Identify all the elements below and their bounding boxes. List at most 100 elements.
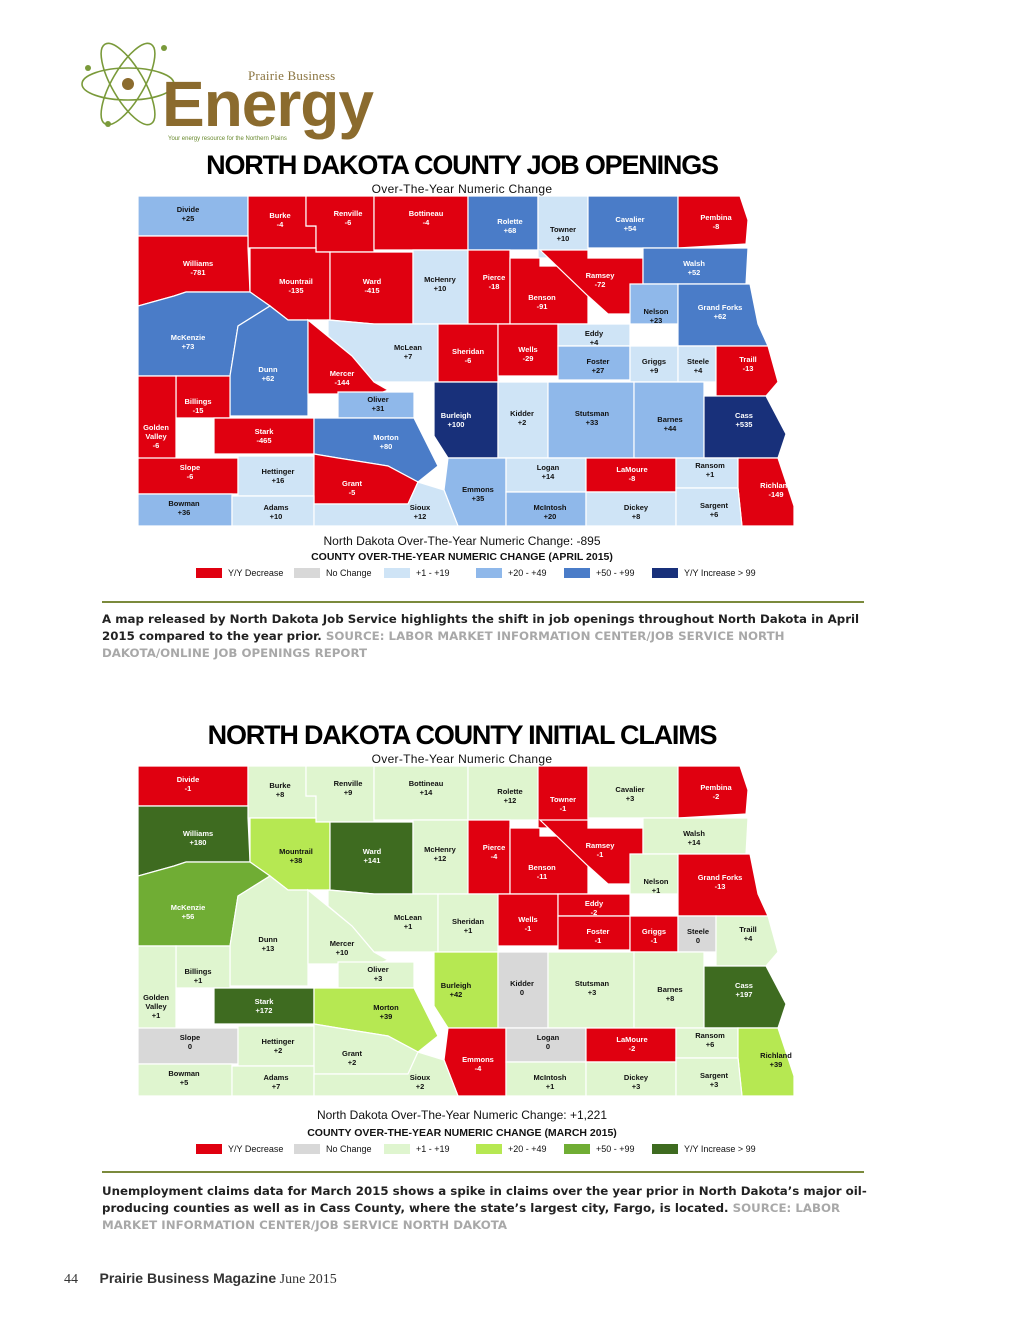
- county-adams: [231, 1065, 315, 1096]
- county-label: Richland: [760, 1051, 792, 1060]
- county-label: Kidder: [510, 409, 534, 418]
- county-value: +62: [714, 312, 727, 321]
- county-label: Pembina: [700, 783, 732, 792]
- map2-title: NORTH DAKOTA COUNTY INITIAL CLAIMS: [207, 720, 718, 750]
- legend-item: Y/Y Increase > 99: [652, 1143, 756, 1155]
- legend-label: +1 - +19: [416, 568, 450, 578]
- county-label: Slope: [180, 463, 200, 472]
- county-label: Morton: [373, 433, 399, 442]
- legend-label: No Change: [326, 1144, 372, 1154]
- county-label: Grand Forks: [698, 873, 743, 882]
- county-value: +6: [706, 1040, 715, 1049]
- county-label: Sioux: [410, 1073, 431, 1082]
- county-label: McKenzie: [171, 903, 206, 912]
- county-value: -5: [349, 488, 356, 497]
- county-value: -149: [768, 490, 783, 499]
- map1-title: NORTH DAKOTA COUNTY JOB OPENINGS: [206, 150, 719, 180]
- county-value: +3: [374, 974, 383, 983]
- county-label: Billings: [184, 967, 211, 976]
- map2-total: North Dakota Over-The-Year Numeric Chang…: [316, 1108, 608, 1122]
- county-value: 0: [520, 988, 524, 997]
- county-value: 0: [188, 1042, 192, 1051]
- county-value: +14: [688, 838, 702, 847]
- legend-swatch: [652, 1144, 678, 1154]
- county-value: +27: [592, 366, 605, 375]
- county-label: Divide: [177, 205, 200, 214]
- county-value: +7: [404, 352, 413, 361]
- county-label: Dunn: [258, 365, 278, 374]
- county-label: Slope: [180, 1033, 200, 1042]
- county-value: -465: [256, 436, 271, 445]
- county-traill: [715, 345, 779, 397]
- county-label: Golden: [143, 993, 169, 1002]
- county-label: LaMoure: [616, 465, 647, 474]
- county-value: -18: [489, 282, 500, 291]
- county-label: Pierce: [483, 843, 506, 852]
- issue-date: June 2015: [279, 1272, 337, 1287]
- county-label: Sioux: [410, 503, 431, 512]
- legend-swatch: [294, 1144, 320, 1154]
- county-label: Stutsman: [575, 979, 610, 988]
- county-value: +1: [706, 470, 715, 479]
- county-sargent: [675, 487, 743, 526]
- county-label: McIntosh: [534, 503, 567, 512]
- county-label: McIntosh: [534, 1073, 567, 1082]
- county-label: Burleigh: [441, 411, 472, 420]
- county-label: Traill: [739, 925, 757, 934]
- county-label: Ward: [363, 277, 382, 286]
- legend-item: +20 - +49: [476, 567, 547, 579]
- county-adams: [231, 495, 315, 526]
- county-label: McHenry: [424, 845, 457, 854]
- county-value: +3: [632, 1082, 641, 1091]
- county-label: Grant: [342, 1049, 363, 1058]
- county-value: +2: [274, 1046, 283, 1055]
- county-value: +4: [744, 934, 753, 943]
- county-pembina: [677, 766, 749, 819]
- county-emmons: [443, 1027, 507, 1096]
- county-emmons: [443, 457, 507, 526]
- county-value: +2: [416, 1082, 425, 1091]
- map1-legend: Y/Y Decrease No Change +1 - +19 +20 - +49 +5…: [196, 567, 816, 579]
- county-value: +68: [504, 226, 517, 235]
- county-label: Mountrail: [279, 277, 313, 286]
- county-label: Bottineau: [409, 779, 444, 788]
- page-number: 44: [64, 1272, 78, 1287]
- county-value: +35: [472, 494, 485, 503]
- legend-swatch: [652, 568, 678, 578]
- county-label: Ramsey: [586, 271, 616, 280]
- legend-label: No Change: [326, 568, 372, 578]
- county-sioux: [313, 1051, 459, 1096]
- county-label: Billings: [184, 397, 211, 406]
- county-label: Eddy: [585, 329, 604, 338]
- county-value: -8: [629, 474, 636, 483]
- county-bowman: [138, 1063, 233, 1096]
- county-value: -144: [334, 378, 350, 387]
- county-value: +73: [182, 342, 195, 351]
- county-label: Burke: [269, 781, 290, 790]
- map1-caption-source: SOURCE: LABOR MARKET INFORMATION CENTER/…: [102, 629, 785, 660]
- county-label: Stark: [255, 427, 275, 436]
- county-value: -13: [715, 882, 726, 891]
- county-value: +56: [182, 912, 195, 921]
- map2-caption: Unemployment claims data for March 2015 …: [102, 1183, 892, 1234]
- county-divide: [138, 766, 249, 807]
- county-label: McKenzie: [171, 333, 206, 342]
- county-label: Emmons: [462, 485, 494, 494]
- county-label: Hettinger: [262, 467, 295, 476]
- county-renville: [305, 196, 375, 253]
- county-mcintosh: [505, 1061, 587, 1096]
- county-label: Oliver: [367, 965, 388, 974]
- county-value: +1: [194, 976, 203, 985]
- county-label: Ransom: [695, 461, 725, 470]
- county-value: +62: [262, 374, 275, 383]
- county-value: -6: [345, 218, 352, 227]
- county-label: Burke: [269, 211, 290, 220]
- county-label: Nelson: [643, 877, 668, 886]
- county-value: -91: [537, 302, 548, 311]
- county-dickey: [585, 1061, 677, 1096]
- county-label: Ward: [363, 847, 382, 856]
- county-value: -6: [465, 356, 472, 365]
- county-label: Kidder: [510, 979, 534, 988]
- county-label: Grant: [342, 479, 363, 488]
- legend-label: +50 - +99: [596, 568, 635, 578]
